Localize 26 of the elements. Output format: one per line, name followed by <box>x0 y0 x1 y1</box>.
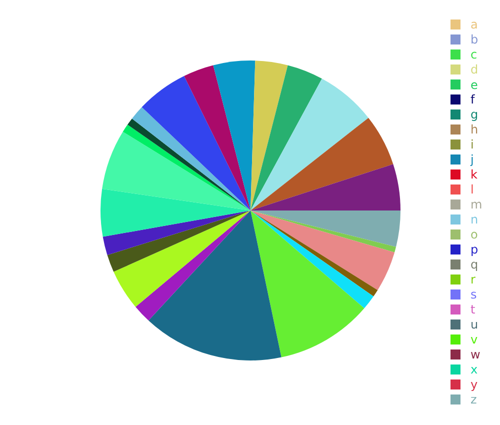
category-label: l <box>470 182 474 196</box>
category-label: b <box>470 32 478 46</box>
category-label: w <box>470 348 480 362</box>
category-label: u <box>470 318 478 332</box>
category-label: m <box>470 198 482 212</box>
category-label: a <box>470 18 478 32</box>
category-label: h <box>470 122 478 136</box>
category-label: c <box>470 48 478 62</box>
category-label: e <box>470 78 478 92</box>
category-label: o <box>470 228 478 242</box>
category-label: s <box>470 288 477 302</box>
category-label: x <box>470 362 478 376</box>
category-label: q <box>470 258 478 272</box>
category-label: p <box>470 242 478 256</box>
category-label: d <box>470 62 478 76</box>
category-label: g <box>470 108 478 122</box>
category-label: r <box>470 272 476 286</box>
category-label: j <box>470 152 474 166</box>
category-label: n <box>470 212 478 226</box>
category-label: f <box>470 92 476 106</box>
category-label: i <box>470 138 474 152</box>
category-label: t <box>470 302 476 316</box>
category-label: k <box>470 168 478 182</box>
category-label: z <box>470 392 477 406</box>
category-label: y <box>470 378 478 392</box>
category-label: v <box>470 332 478 346</box>
